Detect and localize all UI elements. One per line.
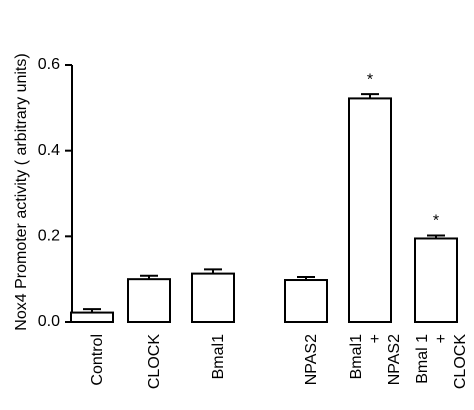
bar (127, 278, 171, 323)
bar (191, 272, 235, 323)
y-axis-label: Nox4 Promoter activity ( arbitrary units… (13, 53, 30, 330)
bar (414, 237, 458, 324)
y-tick-label: 0.0 (38, 313, 60, 330)
y-tick-label: 0.2 (38, 228, 60, 245)
x-tick-label: NPAS2 (386, 334, 403, 385)
x-tick-label: + (433, 334, 450, 343)
bar (284, 279, 328, 324)
x-tick-label: Bmal 1 (414, 334, 431, 384)
x-tick-label: NPAS2 (303, 334, 320, 385)
x-tick-label: + (367, 334, 384, 343)
y-tick-label: 0.4 (38, 142, 60, 159)
x-tick-label: CLOCK (452, 334, 469, 389)
x-tick-label: Control (89, 334, 106, 386)
x-tick-label: CLOCK (146, 334, 163, 389)
bar (348, 97, 392, 323)
significance-marker: * (433, 213, 439, 230)
x-tick-label: Bmal1 (210, 334, 227, 379)
x-tick-label: Bmal1 (348, 334, 365, 379)
bar (70, 311, 114, 323)
y-tick-label: 0.6 (38, 56, 60, 73)
significance-marker: * (367, 71, 373, 88)
